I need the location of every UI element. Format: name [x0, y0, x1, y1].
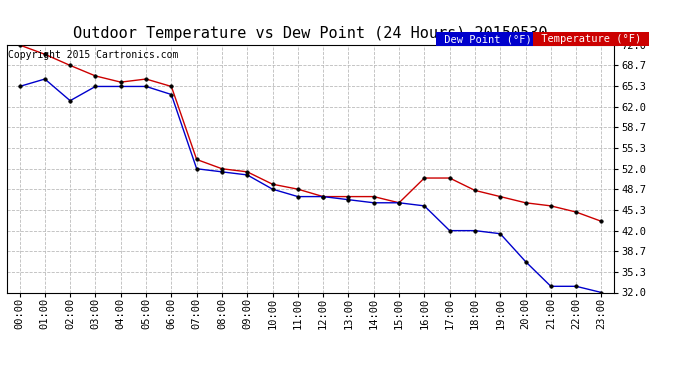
Title: Outdoor Temperature vs Dew Point (24 Hours) 20150530: Outdoor Temperature vs Dew Point (24 Hou…: [73, 26, 548, 41]
Text: Copyright 2015 Cartronics.com: Copyright 2015 Cartronics.com: [8, 50, 179, 60]
Text: Temperature (°F): Temperature (°F): [535, 34, 647, 44]
Text: Dew Point (°F): Dew Point (°F): [438, 34, 538, 44]
